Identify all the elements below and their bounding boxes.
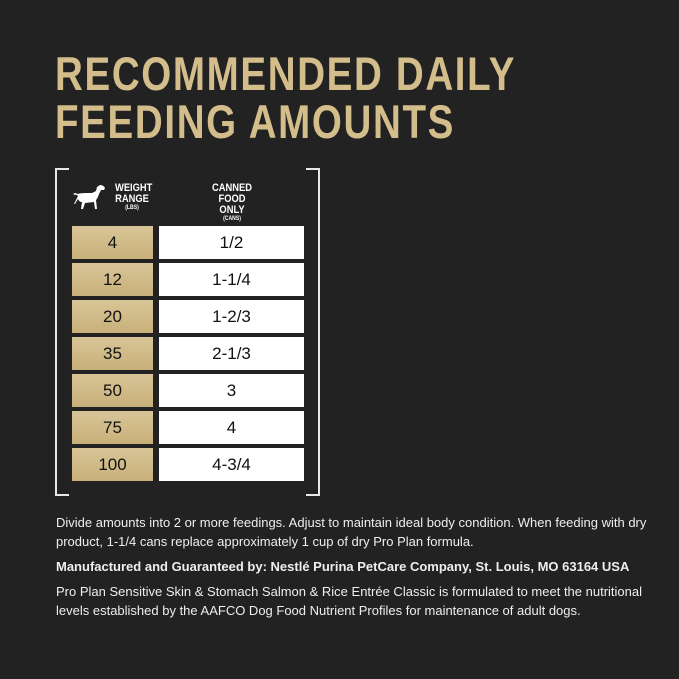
cans-cell: 4-3/4 xyxy=(159,448,304,481)
cans-cell: 2-1/3 xyxy=(159,337,304,370)
manufacturer-info: Manufactured and Guaranteed by: Nestlé P… xyxy=(56,559,630,574)
cans-cell: 1-2/3 xyxy=(159,300,304,333)
canned-food-header: CANNED FOOD ONLY (CANS) xyxy=(211,182,253,223)
cans-cell: 3 xyxy=(159,374,304,407)
cans-cell: 1-1/4 xyxy=(159,263,304,296)
right-bracket xyxy=(306,168,320,496)
weight-range-header: WEIGHT RANGE (LBS) xyxy=(115,182,153,212)
aafco-statement: Pro Plan Sensitive Skin & Stomach Salmon… xyxy=(56,584,642,618)
weight-cell: 50 xyxy=(72,374,153,407)
weight-cell: 12 xyxy=(72,263,153,296)
weight-cell: 35 xyxy=(72,337,153,370)
weight-cell: 20 xyxy=(72,300,153,333)
weight-cell: 100 xyxy=(72,448,153,481)
left-bracket xyxy=(55,168,69,496)
weight-cell: 4 xyxy=(72,226,153,259)
cans-cell: 1/2 xyxy=(159,226,304,259)
cans-cell: 4 xyxy=(159,411,304,444)
weight-cell: 75 xyxy=(72,411,153,444)
dog-icon xyxy=(73,185,105,209)
feeding-instructions: Divide amounts into 2 or more feedings. … xyxy=(56,515,647,549)
page-title: RECOMMENDED DAILY FEEDING AMOUNTS xyxy=(55,47,517,148)
